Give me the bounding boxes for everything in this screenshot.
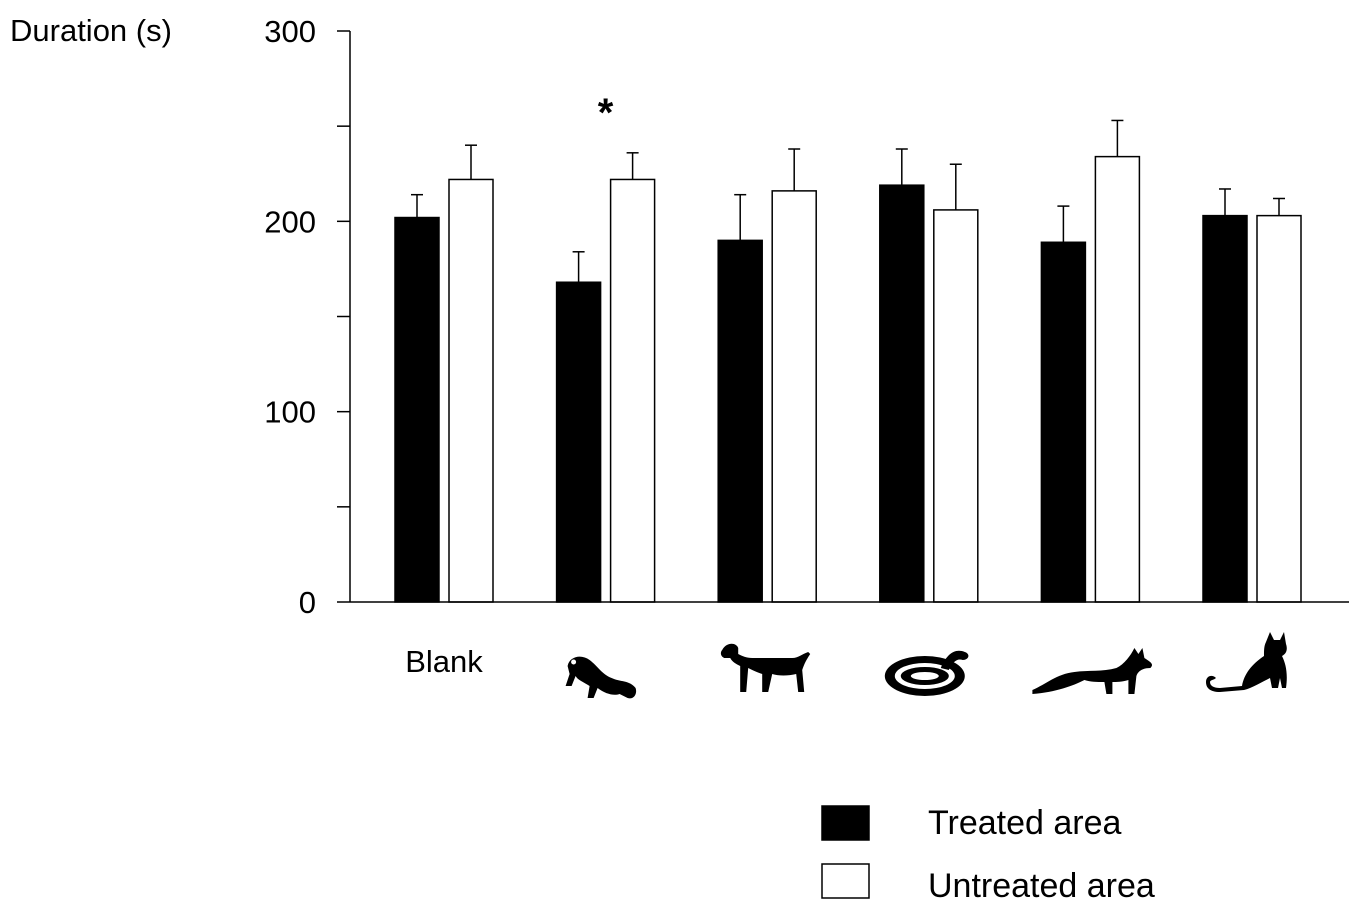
annotations: *	[598, 91, 614, 135]
bar-treated-snake	[879, 184, 925, 603]
bar-untreated-snake	[933, 209, 979, 603]
cat-icon	[1206, 632, 1287, 692]
legend-swatch-untreated	[821, 863, 870, 899]
legend-swatch-treated	[821, 805, 870, 841]
bar-untreated-dog	[771, 190, 817, 603]
y-tick-label: 0	[299, 585, 316, 620]
bar-untreated-blank	[448, 178, 494, 603]
bar-treated-dog	[717, 239, 763, 603]
snake-icon	[884, 650, 969, 696]
y-tick-label: 300	[264, 14, 316, 49]
bar-untreated-fox	[1094, 155, 1141, 603]
y-tick-label: 200	[264, 204, 316, 239]
bar-treated-cat	[1202, 214, 1248, 603]
bar-treated-ferret	[555, 281, 602, 603]
x-category-label: Blank	[405, 644, 483, 679]
bars	[394, 119, 1302, 603]
bar-untreated-cat	[1256, 214, 1302, 603]
bar-treated-fox	[1040, 241, 1087, 603]
ferret-icon	[565, 656, 637, 699]
legend-label-untreated: Untreated area	[928, 867, 1155, 902]
legend-label-treated: Treated area	[928, 804, 1121, 842]
bar-treated-blank	[394, 216, 440, 603]
y-axis: 0 100 200 300	[264, 14, 351, 620]
legend: Treated area Untreated area	[821, 804, 1155, 902]
y-tick-label: 100	[264, 395, 316, 430]
significance-marker: *	[598, 91, 614, 135]
fox-icon	[1032, 648, 1153, 694]
bar-untreated-ferret	[609, 178, 656, 603]
y-axis-label: Duration (s)	[10, 13, 172, 48]
x-axis: Blank	[350, 601, 1349, 699]
dog-icon	[720, 643, 811, 692]
